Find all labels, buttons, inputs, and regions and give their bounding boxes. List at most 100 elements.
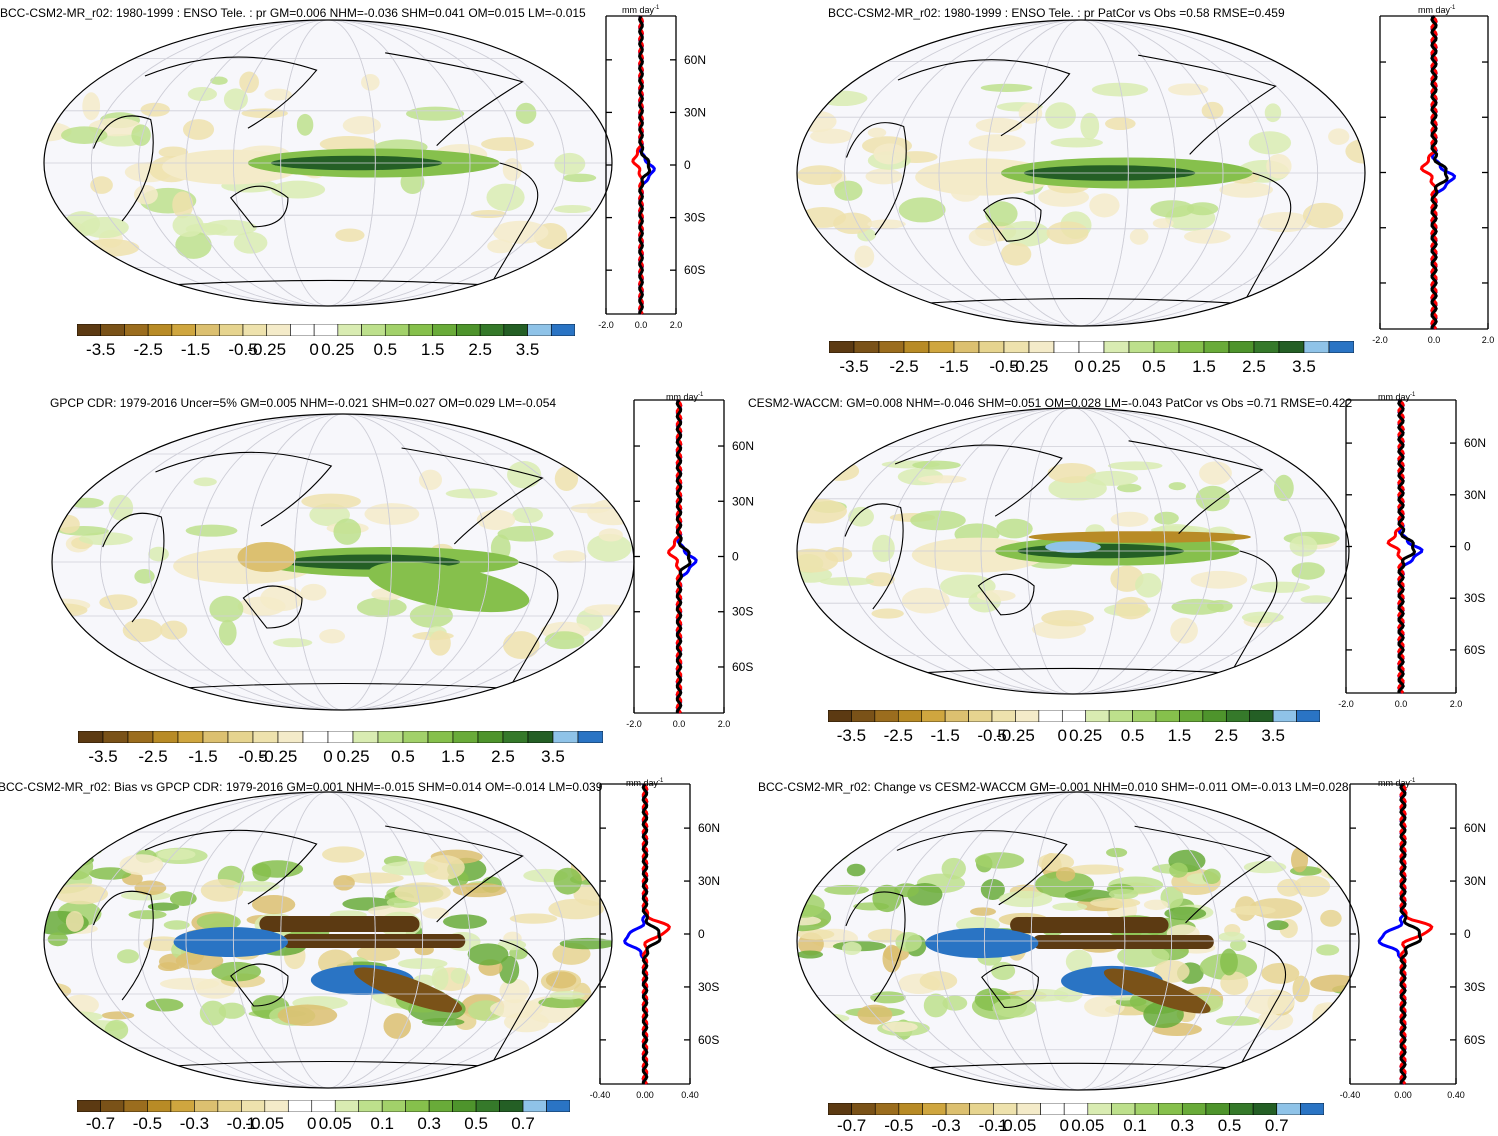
colorbar-tick-label: -1.5	[939, 357, 969, 376]
field-blob	[1153, 960, 1190, 983]
field-band	[1028, 531, 1251, 543]
colorbar-swatch	[381, 1100, 406, 1112]
field-blob	[857, 1004, 893, 1025]
field-blob	[48, 843, 70, 871]
panel-title: BCC-CSM2-MR_r02: 1980-1999 : ENSO Tele. …	[0, 6, 586, 20]
field-blob	[549, 990, 585, 1000]
colorbar-swatch	[1205, 1103, 1230, 1115]
map-border	[43, 791, 613, 1089]
field-blob	[131, 124, 151, 146]
colorbar-swatch	[1153, 341, 1180, 353]
field-blob	[223, 88, 248, 111]
colorbar-tick-label: 0	[323, 747, 333, 766]
field-blob	[1080, 112, 1100, 140]
zonal-mean-profile: -0.40 0.00 0.40 60N 30N 0 30S 60S	[1340, 782, 1486, 1100]
graticule-meridian	[1030, 792, 1126, 1090]
field-blob	[923, 993, 948, 1018]
field-blob	[1291, 562, 1325, 580]
field-blob	[1266, 920, 1289, 931]
field-blob	[1220, 971, 1249, 995]
colorbar-swatch	[1155, 710, 1180, 722]
colorbar-tick-label: -2.5	[138, 747, 168, 766]
colorbar-swatch	[853, 341, 880, 353]
field-blob	[975, 117, 1023, 134]
graticule-meridian	[891, 20, 1271, 326]
colorbar-swatch	[945, 1103, 971, 1115]
colorbar-swatch	[874, 710, 899, 722]
field-blob	[1300, 595, 1332, 604]
colorbar-swatch	[969, 1103, 994, 1115]
field-blob	[44, 121, 72, 142]
field-blob	[817, 90, 868, 107]
colorbar-tick-label: -0.25	[1009, 357, 1049, 376]
profile-unit: mm day-1	[1418, 5, 1456, 15]
profile-xtick-label: 2.0	[1482, 335, 1495, 345]
field-blob	[157, 848, 196, 861]
field-blob	[1257, 212, 1312, 233]
colorbar-swatch	[502, 731, 529, 743]
profile-ytick-label: 60S	[1464, 1033, 1485, 1047]
field-band	[367, 561, 530, 613]
profile-ytick-label: 60N	[732, 439, 754, 453]
graticule-meridian	[280, 20, 376, 306]
colorbar-swatch	[78, 731, 104, 743]
colorbar-swatch	[503, 324, 528, 336]
colorbar-tick-label: -0.25	[996, 726, 1035, 745]
colorbar-tick-label: 2.5	[1242, 357, 1266, 376]
coastline	[894, 444, 1063, 517]
colorbar-swatch	[100, 1100, 125, 1112]
colorbar-swatch	[1272, 710, 1297, 722]
field-blob	[553, 867, 582, 895]
field-blob	[69, 497, 104, 509]
profile-ytick-label: 30N	[732, 494, 754, 508]
coastline	[845, 891, 906, 1002]
field-blob	[218, 619, 237, 646]
colorbar-tick-label: 1.5	[1167, 726, 1192, 745]
colorbar-swatch	[1028, 341, 1055, 353]
field-blob	[1168, 482, 1186, 491]
colorbar-tick-label: -0.1	[226, 1114, 256, 1133]
field-blob	[1114, 596, 1149, 620]
field-blob	[442, 914, 488, 929]
field-blob	[1215, 1016, 1260, 1026]
colorbar-swatch	[953, 341, 980, 353]
field-blob	[1170, 617, 1198, 644]
colorbar-tick-label: 0.05	[1071, 1116, 1105, 1135]
colorbar-swatch	[1228, 341, 1255, 353]
colorbar	[77, 1100, 570, 1112]
colorbar-swatch	[428, 1100, 453, 1112]
profile-ytick-label: 30S	[1464, 980, 1485, 994]
graticule-meridian	[232, 792, 424, 1088]
profile-unit: mm day-1	[1378, 392, 1416, 402]
coastline	[880, 298, 1282, 307]
colorbar-swatch	[1053, 341, 1080, 353]
colorbar-swatch	[1063, 1103, 1089, 1115]
colorbar-swatch	[1278, 341, 1305, 353]
coastline	[512, 561, 559, 683]
coastline	[401, 447, 544, 545]
field-blob	[867, 219, 906, 229]
colorbar-swatch	[102, 731, 129, 743]
field-blob	[841, 941, 862, 955]
colorbar-swatch	[527, 731, 554, 743]
colorbar-swatch	[477, 731, 504, 743]
coastline	[385, 825, 524, 923]
field-blob	[941, 857, 966, 880]
colorbar-swatch	[252, 731, 279, 743]
field-blob	[185, 524, 238, 537]
colorbar-tick-label: 1.5	[1192, 357, 1216, 376]
graticule-meridian	[197, 414, 489, 710]
field-blob	[1248, 131, 1292, 155]
field-blob	[49, 88, 75, 104]
field-blob	[1107, 461, 1163, 471]
profile-ytick-label: 30N	[1464, 874, 1486, 888]
field-blob	[942, 995, 968, 1011]
field-blob	[1218, 931, 1245, 942]
field-blob	[356, 944, 401, 962]
field-blob	[559, 937, 612, 950]
colorbar-tick-label: 0	[309, 340, 319, 359]
field-blob	[538, 996, 587, 1009]
colorbar-tick-label: -0.5	[989, 357, 1019, 376]
colorbar-tick-label: 0	[1059, 1116, 1069, 1135]
profile-xtick-label: -0.40	[590, 1090, 610, 1100]
